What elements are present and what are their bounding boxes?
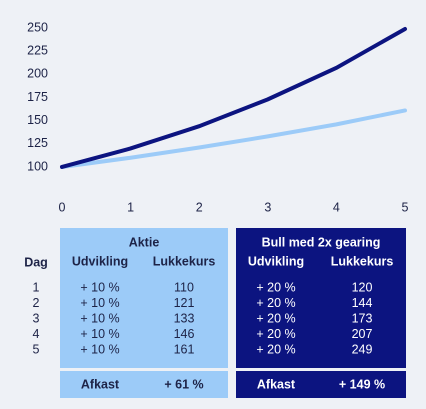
bull-block (236, 228, 406, 368)
column-header: Udvikling (72, 254, 128, 268)
cell: 207 (352, 327, 373, 341)
footer-cell: + 149 % (339, 377, 385, 391)
group-title: Bull med 2x gearing (262, 235, 381, 249)
cell: 121 (174, 296, 195, 310)
footer-cell: Afkast (257, 377, 296, 391)
y-tick-label: 175 (27, 90, 48, 104)
cell: + 10 % (80, 280, 119, 294)
series-line (60, 108, 407, 169)
column-header: Lukkekurs (331, 254, 394, 268)
y-tick-label: 200 (27, 67, 48, 81)
cell: 173 (352, 311, 373, 325)
aktie-footer (60, 371, 228, 398)
cell: + 20 % (256, 296, 295, 310)
x-tick-label: 5 (402, 200, 409, 214)
aktie-block (60, 228, 228, 368)
footer-cell: Afkast (81, 377, 120, 391)
cell: + 20 % (256, 342, 295, 356)
cell: 110 (174, 280, 194, 294)
cell: + 10 % (80, 311, 119, 325)
cell: + 10 % (80, 342, 119, 356)
cell: + 10 % (80, 296, 119, 310)
y-tick-label: 100 (27, 159, 48, 173)
y-tick-label: 150 (27, 113, 48, 127)
x-tick-label: 3 (264, 200, 271, 214)
x-tick-label: 0 (59, 200, 66, 214)
row-header: Dag (24, 255, 48, 269)
day: 1 (33, 280, 40, 294)
cell: + 20 % (256, 280, 295, 294)
bull-footer (236, 371, 406, 398)
cell: 161 (174, 342, 195, 356)
column-header: Udvikling (248, 254, 304, 268)
series-line (60, 26, 407, 169)
x-tick-label: 4 (333, 200, 340, 214)
cell: 249 (352, 342, 373, 356)
day: 5 (33, 342, 40, 356)
cell: + 20 % (256, 327, 295, 341)
footer-cell: + 61 % (164, 377, 203, 391)
y-tick-label: 225 (27, 43, 48, 57)
cell: + 10 % (80, 327, 119, 341)
cell: 146 (174, 327, 195, 341)
x-tick-label: 2 (196, 200, 203, 214)
cell: 144 (352, 296, 373, 310)
day: 4 (33, 327, 40, 341)
cell: 133 (174, 311, 195, 325)
group-title: Aktie (129, 235, 160, 249)
cell: 120 (352, 280, 373, 294)
day: 2 (33, 296, 40, 310)
column-header: Lukkekurs (153, 254, 216, 268)
cell: + 20 % (256, 311, 295, 325)
x-tick-label: 1 (127, 200, 134, 214)
y-tick-label: 250 (27, 20, 48, 34)
y-tick-label: 125 (27, 136, 48, 150)
day: 3 (33, 311, 40, 325)
